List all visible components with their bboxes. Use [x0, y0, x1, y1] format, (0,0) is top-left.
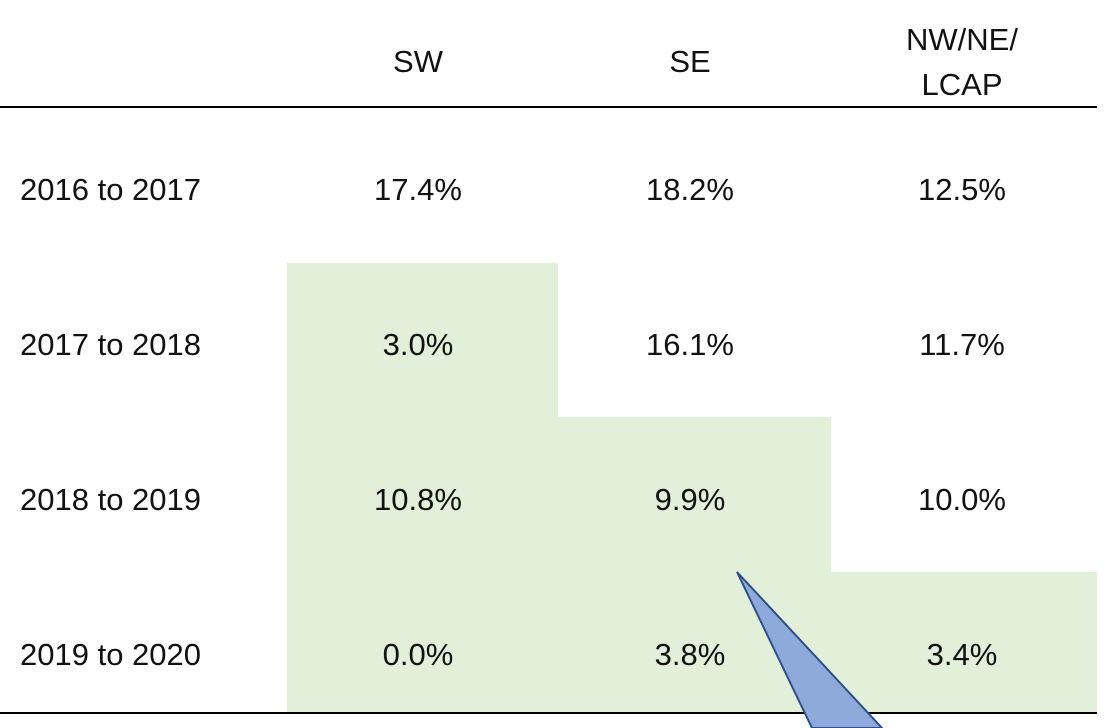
cell-value: 3.8% — [654, 637, 726, 672]
cell-value: 17.4% — [374, 172, 462, 207]
cell-value: 0.0% — [382, 637, 454, 672]
cell-value: 12.5% — [918, 172, 1006, 207]
cell-value: 10.0% — [918, 482, 1006, 517]
cell-value: 3.4% — [926, 637, 998, 672]
cell-value: 16.1% — [646, 327, 734, 362]
row-label: 2016 to 2017 — [20, 172, 202, 207]
header-rule — [0, 106, 1097, 108]
cell-value: 10.8% — [374, 482, 462, 517]
column-header: SE — [669, 44, 711, 79]
cell-value: 9.9% — [654, 482, 726, 517]
highlight — [287, 263, 558, 713]
callout-pointer — [736, 571, 884, 728]
highlight — [830, 572, 1097, 713]
row-label: 2019 to 2020 — [20, 637, 202, 672]
cell-value: 11.7% — [919, 327, 1005, 362]
row-label: 2017 to 2018 — [20, 327, 202, 362]
column-header: SW — [393, 44, 443, 79]
row-label: 2018 to 2019 — [20, 482, 202, 517]
cell-value: 18.2% — [646, 172, 734, 207]
column-header: LCAP — [921, 67, 1003, 102]
bottom-rule — [0, 712, 1097, 714]
column-header: NW/NE/ — [906, 22, 1018, 57]
cell-value: 3.0% — [382, 327, 454, 362]
